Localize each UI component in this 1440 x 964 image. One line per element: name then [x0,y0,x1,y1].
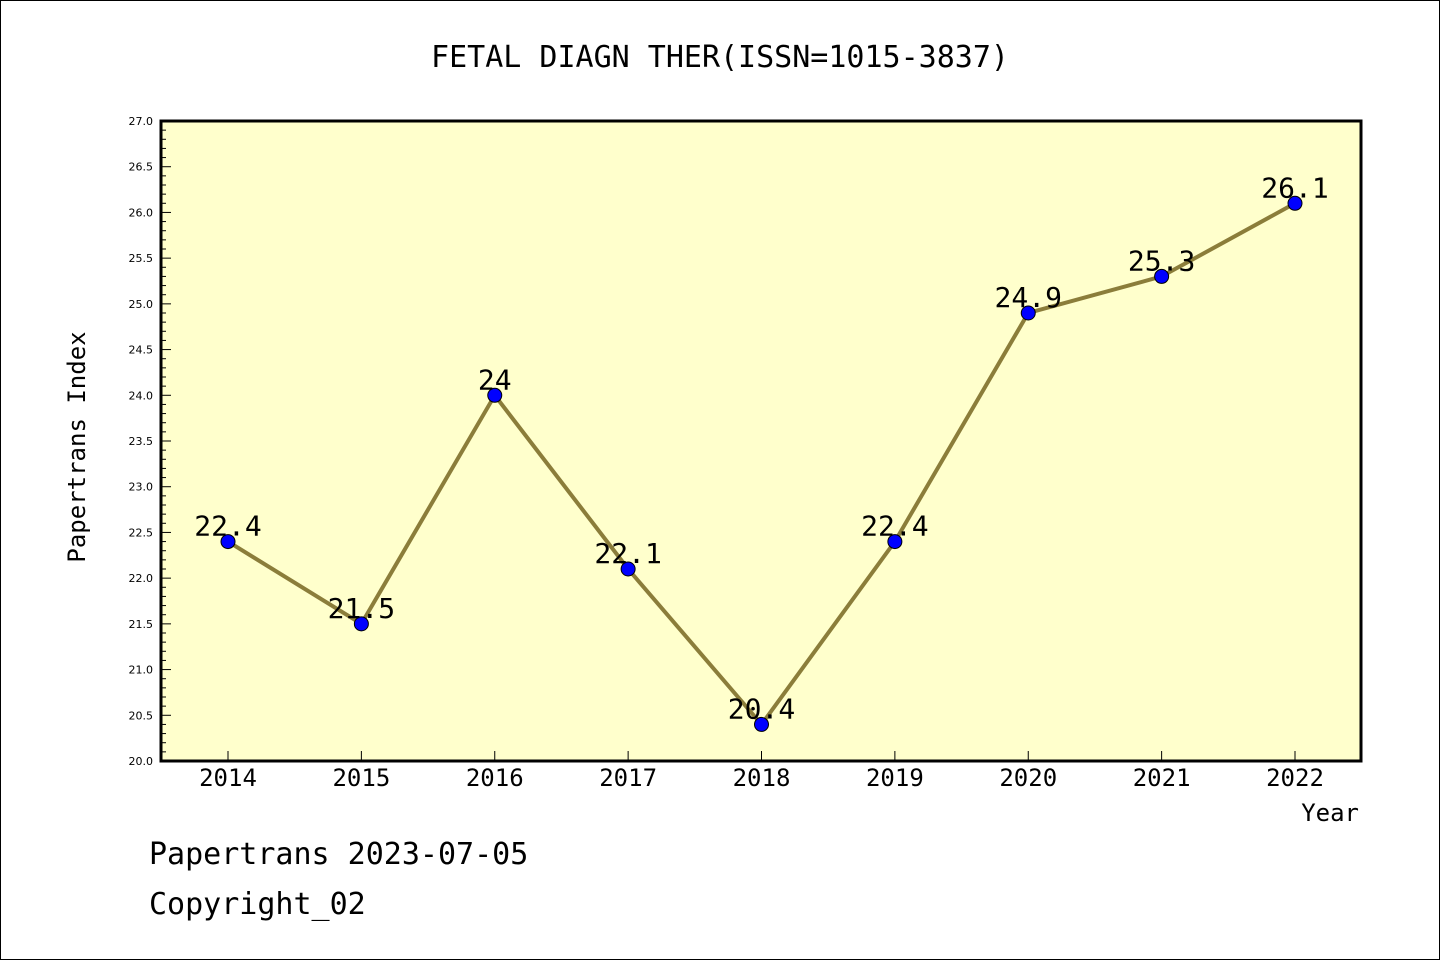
data-label: 24.9 [995,281,1062,314]
y-tick-label: 24.0 [129,389,154,402]
x-axis-ticks: 2014 2015 2016 2017 2018 2019 2020 2021 2022 [199,751,1324,792]
y-tick-label: 21.0 [129,664,154,677]
plot-border [159,119,1363,763]
y-tick-label: 26.5 [129,161,154,174]
data-label: 24 [478,363,512,396]
data-point [487,387,503,403]
data-point [1287,195,1303,211]
y-tick-label: 21.5 [129,618,154,631]
y-tick-label: 23.5 [129,435,154,448]
x-tick-label: 2020 [999,764,1057,792]
x-tick-label: 2021 [1133,764,1191,792]
y-tick-label: 25.5 [129,252,154,265]
y-tick-label: 27.0 [129,115,154,128]
data-point [220,534,236,550]
data-point [1154,268,1170,284]
data-label: 22.1 [594,537,661,570]
y-tick-label: 20.0 [129,755,154,768]
chart-title: FETAL DIAGN THER(ISSN=1015-3837) [431,40,1009,75]
series-markers [220,195,1303,732]
plot-area [161,121,1361,761]
y-tick-label: 24.5 [129,344,154,357]
y-axis-ticks: 20.0 20.5 21.0 21.5 22.0 22.5 23.0 23.5 24.0 24.5… [129,115,171,768]
data-label: 22.4 [861,510,928,543]
y-axis-title: Papertrans Index [63,331,91,562]
data-label: 20.4 [728,692,795,725]
y-tick-label: 25.0 [129,298,154,311]
data-label: 26.1 [1261,171,1328,204]
y-tick-label: 23.0 [129,481,154,494]
data-point [887,534,903,550]
x-tick-label: 2017 [599,764,657,792]
x-axis-title: Year [1301,799,1359,827]
data-label: 25.3 [1128,244,1195,277]
y-tick-label: 26.0 [129,206,154,219]
x-tick-label: 2016 [466,764,524,792]
footer-date: Papertrans 2023-07-05 [149,837,528,872]
y-tick-label: 22.5 [129,526,154,539]
y-tick-label: 20.5 [129,709,154,722]
data-point [1020,305,1036,321]
y-tick-label: 22.0 [129,572,154,585]
data-label: 22.4 [194,510,261,543]
x-tick-label: 2015 [332,764,390,792]
footer-copyright: Copyright_02 [149,887,366,922]
data-label: 21.5 [328,592,395,625]
data-point [754,716,769,732]
x-tick-label: 2018 [733,764,791,792]
data-point [353,616,369,632]
x-tick-label: 2022 [1266,764,1324,792]
x-tick-label: 2014 [199,764,257,792]
x-tick-label: 2019 [866,764,924,792]
data-point [620,561,636,577]
data-labels: 22.4 21.5 24 22.1 20.4 22.4 24.9 25.3 26.1 [194,171,1328,725]
